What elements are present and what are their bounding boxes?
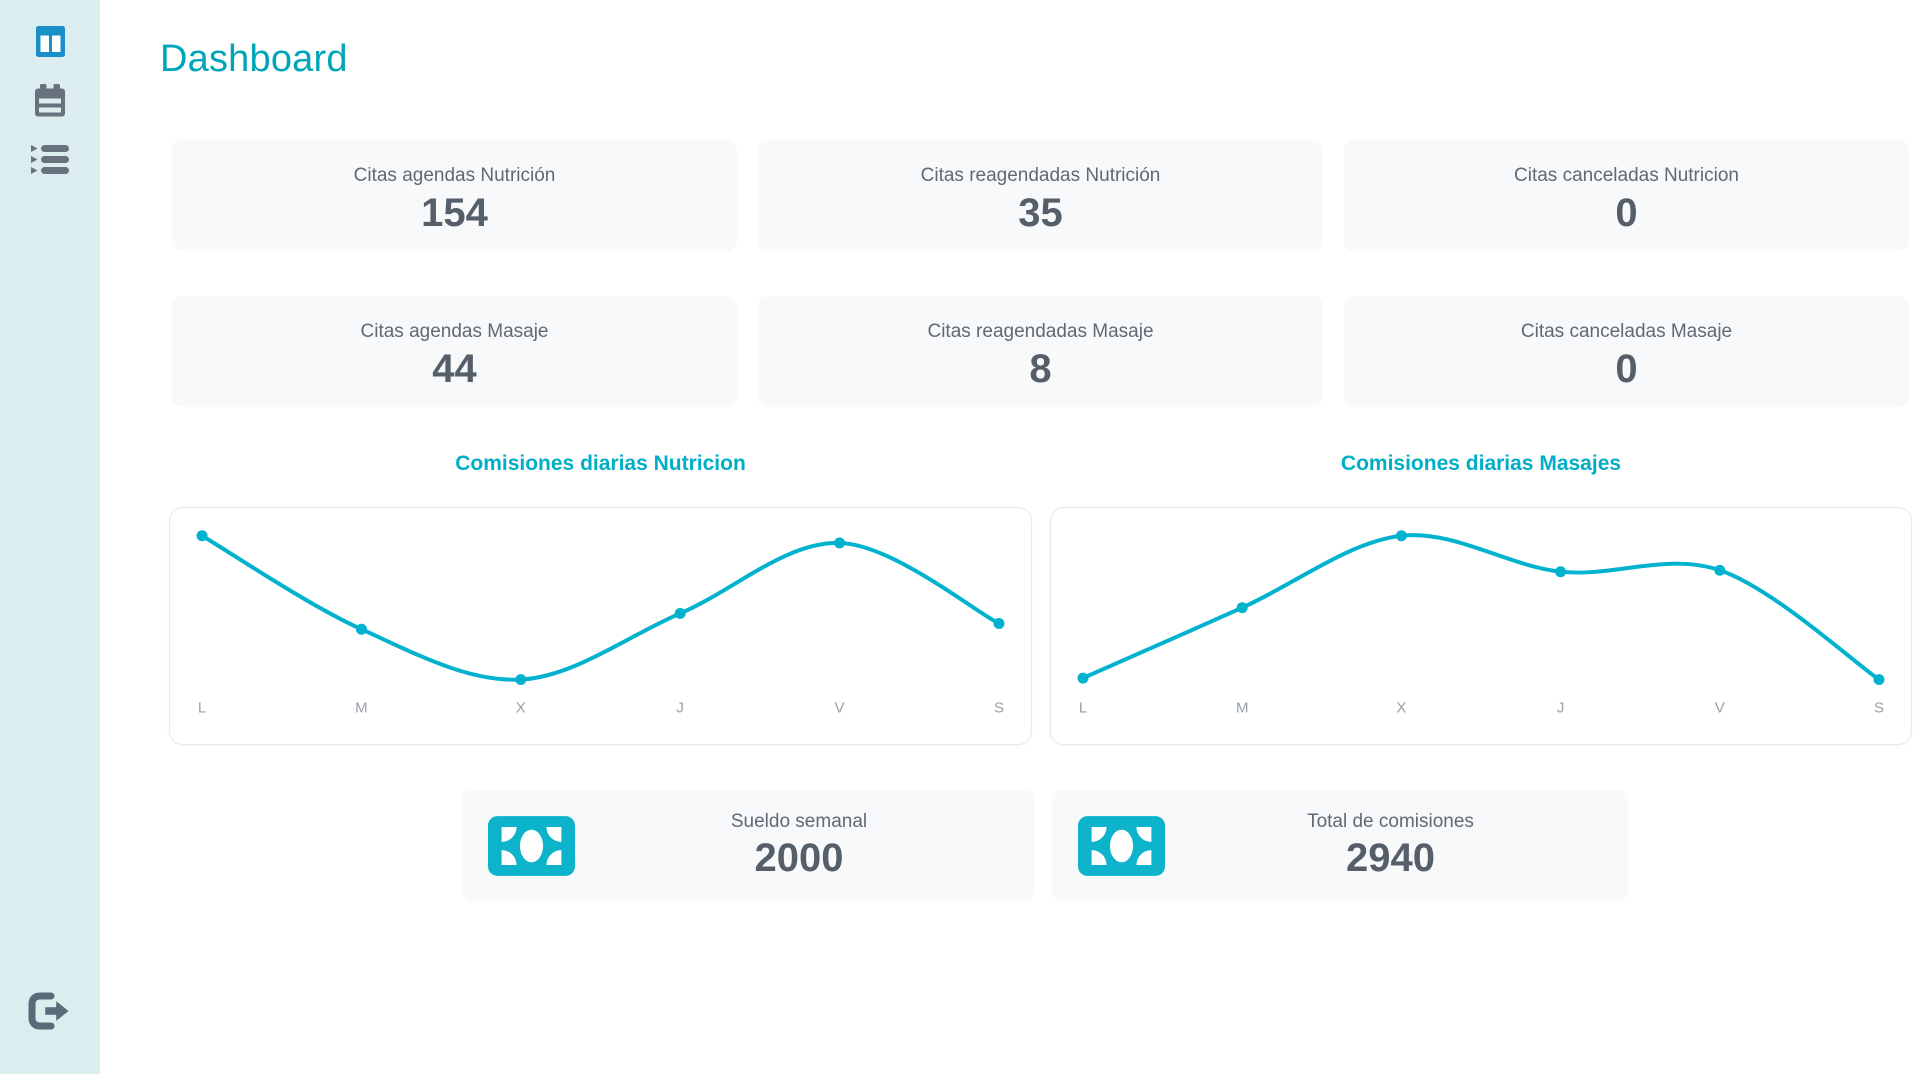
chart-title-masajes: Comisiones diarias Masajes bbox=[1340, 452, 1622, 475]
money-bill-icon bbox=[488, 815, 575, 876]
stat-value: 0 bbox=[1615, 347, 1638, 391]
total-card-sueldo-semanal: Sueldo semanal 2000 bbox=[462, 790, 1035, 901]
logout-button[interactable] bbox=[27, 992, 73, 1030]
stat-label: Citas agendas Nutrición bbox=[353, 165, 556, 186]
stat-card-citas-agendas-nutricion: Citas agendas Nutrición 154 bbox=[172, 140, 737, 251]
chart-title-nutricion: Comisiones diarias Nutricion bbox=[455, 452, 746, 475]
stat-card-citas-canceladas-nutricion: Citas canceladas Nutricion 0 bbox=[1344, 140, 1909, 251]
page-title: Dashboard bbox=[160, 38, 348, 80]
sidebar-item-appointments-list[interactable] bbox=[30, 142, 70, 176]
svg-text:L: L bbox=[198, 699, 206, 716]
stat-card-citas-canceladas-masaje: Citas canceladas Masaje 0 bbox=[1344, 296, 1909, 407]
svg-text:S: S bbox=[994, 699, 1004, 716]
stats-grid: Citas agendas Nutrición 154 Citas reagen… bbox=[172, 140, 1909, 407]
chart-section-nutricion: Comisiones diarias Nutricion L M X J V S bbox=[169, 452, 1032, 745]
svg-text:M: M bbox=[355, 699, 368, 716]
stat-label: Citas reagendadas Masaje bbox=[927, 321, 1154, 342]
svg-text:V: V bbox=[835, 699, 845, 716]
svg-text:S: S bbox=[1874, 699, 1884, 716]
stat-label: Citas canceladas Nutricion bbox=[1514, 165, 1739, 186]
sidebar-item-dashboard[interactable] bbox=[30, 24, 70, 58]
svg-text:M: M bbox=[1236, 699, 1248, 716]
stat-value: 8 bbox=[1029, 347, 1052, 391]
total-label: Total de comisiones bbox=[1307, 810, 1474, 832]
columns-icon bbox=[35, 25, 65, 57]
total-value: 2940 bbox=[1346, 835, 1435, 880]
money-bill-icon bbox=[1078, 815, 1165, 876]
svg-text:X: X bbox=[1396, 699, 1406, 716]
stat-card-citas-reagendadas-nutricion: Citas reagendadas Nutrición 35 bbox=[758, 140, 1323, 251]
stat-label: Citas agendas Masaje bbox=[360, 321, 549, 342]
stat-value: 0 bbox=[1615, 191, 1638, 235]
stat-value: 44 bbox=[432, 347, 477, 391]
sidebar-item-calendar[interactable] bbox=[30, 83, 70, 117]
sign-out-icon bbox=[28, 992, 72, 1030]
total-label: Sueldo semanal bbox=[730, 810, 868, 832]
stat-label: Citas reagendadas Nutrición bbox=[920, 165, 1161, 186]
list-icon bbox=[31, 145, 69, 174]
total-value: 2000 bbox=[754, 835, 844, 880]
stat-value: 154 bbox=[421, 191, 488, 235]
sidebar bbox=[0, 0, 100, 1074]
total-card-total-comisiones: Total de comisiones 2940 bbox=[1052, 790, 1628, 901]
svg-text:J: J bbox=[676, 699, 684, 716]
svg-text:L: L bbox=[1079, 699, 1087, 716]
svg-text:J: J bbox=[1557, 699, 1565, 716]
stat-value: 35 bbox=[1018, 191, 1063, 235]
calendar-icon bbox=[35, 83, 65, 116]
stat-label: Citas canceladas Masaje bbox=[1520, 321, 1733, 342]
svg-text:V: V bbox=[1715, 699, 1725, 716]
stat-card-citas-agendas-masaje: Citas agendas Masaje 44 bbox=[172, 296, 737, 407]
chart-section-masajes: Comisiones diarias Masajes L M X J V S bbox=[1050, 452, 1912, 745]
stat-card-citas-reagendadas-masaje: Citas reagendadas Masaje 8 bbox=[758, 296, 1323, 407]
svg-text:X: X bbox=[516, 699, 526, 716]
